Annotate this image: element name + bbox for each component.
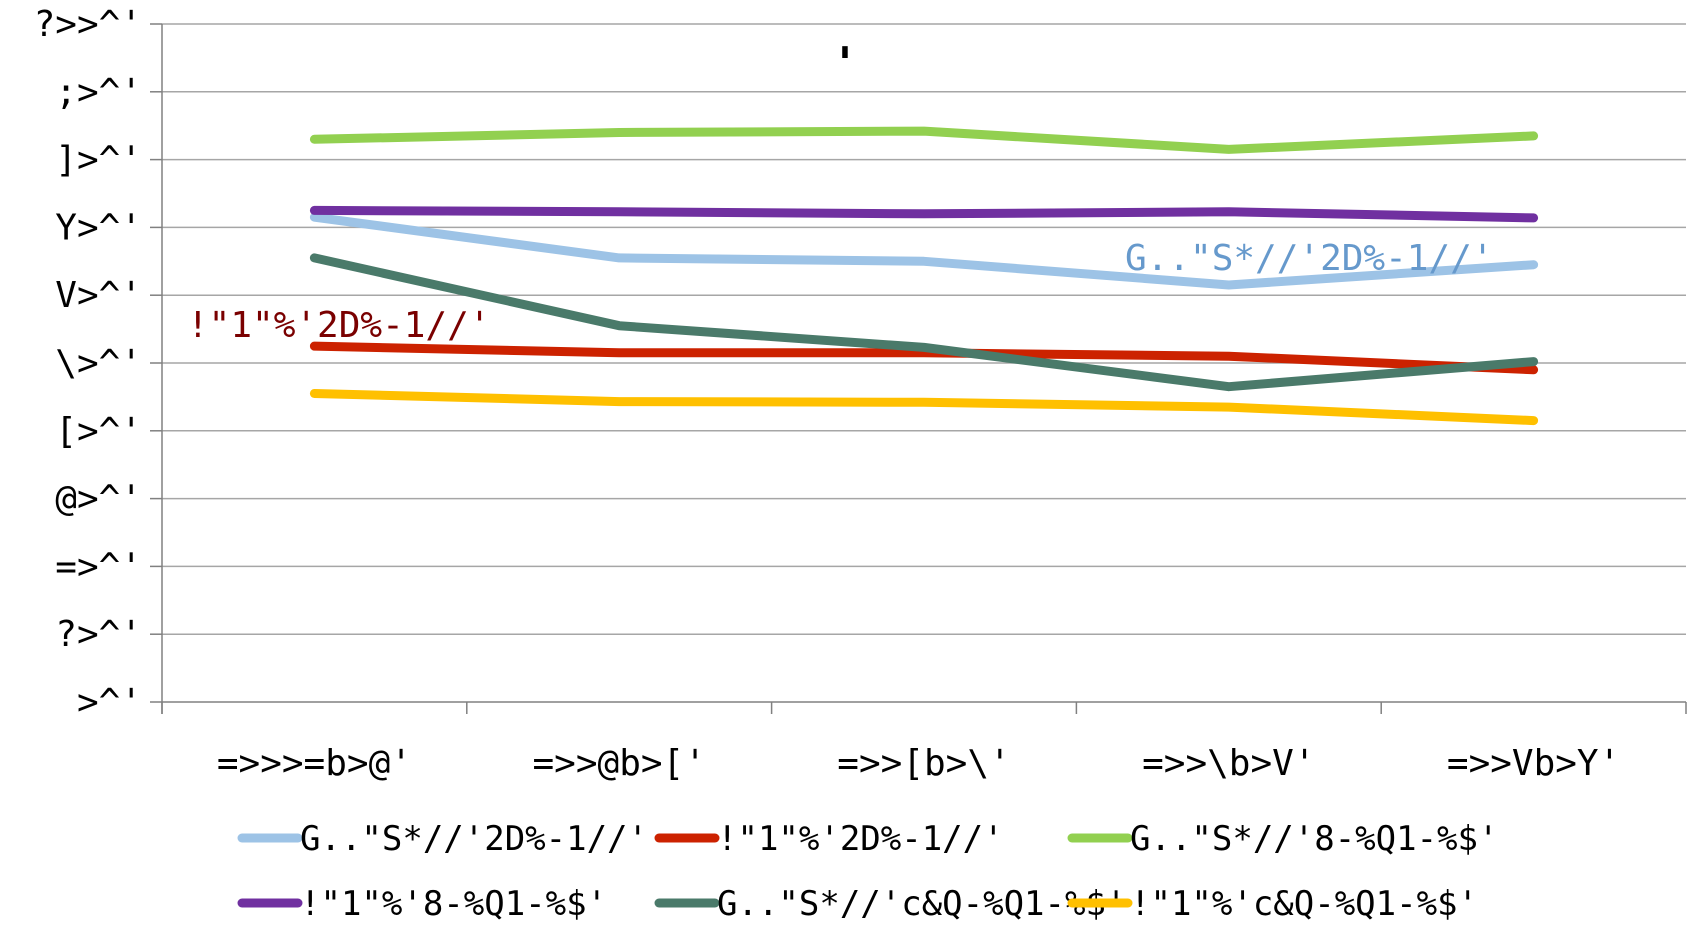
chart-title: ': [832, 38, 859, 89]
y-tick-label: >^': [77, 682, 142, 723]
legend-label: !"1"%'8-%Q1-%$': [300, 884, 607, 924]
y-tick-label: ?>^': [55, 614, 142, 655]
legend-label: G.."S*//'c&Q-%Q1-%$': [717, 884, 1126, 924]
series-line: [309, 341, 1539, 375]
legend-label: !"1"%'c&Q-%Q1-%$': [1130, 884, 1478, 924]
series-annotation: G.."S*//'2D%-1//': [1125, 238, 1493, 279]
y-tick-label: ?>>^': [34, 4, 142, 45]
legend-label: G.."S*//'8-%Q1-%$': [1130, 819, 1498, 859]
y-tick-label: \>^': [55, 343, 142, 384]
y-tick-label: =>^': [55, 546, 142, 587]
series-line: [309, 126, 1539, 154]
legend-label: G.."S*//'2D%-1//': [300, 819, 648, 859]
x-tick-label: =>>\b>V': [1142, 743, 1315, 784]
series-line: [309, 212, 1539, 290]
series-annotation: !"1"%'2D%-1//': [187, 305, 490, 346]
series-lines: [309, 126, 1539, 426]
x-tick-label: =>>Vb>Y': [1447, 743, 1620, 784]
x-tick-label: =>>[b>\': [837, 743, 1010, 784]
x-tick-label: =>>>=b>@': [217, 743, 412, 784]
axes: [150, 23, 1687, 714]
legend: G.."S*//'2D%-1//' !"1"%'2D%-1//' G.."S*//'…: [237, 819, 1498, 924]
y-tick-label: @>^': [55, 479, 142, 520]
y-tick-label: V>^': [55, 275, 142, 316]
series-line: [309, 389, 1539, 426]
legend-label: !"1"%'2D%-1//': [717, 819, 1004, 859]
y-tick-label: Y>^': [55, 207, 142, 248]
y-tick-label: ]>^': [55, 140, 142, 181]
x-tick-label: =>>@b>[': [533, 743, 706, 784]
y-tick-label: [>^': [55, 411, 142, 452]
series-line: [309, 253, 1539, 392]
x-axis-tick-labels: =>>>=b>@' =>>@b>[' =>>[b>\' =>>\b>V' =>>Vb>Y…: [217, 743, 1620, 784]
y-tick-label: ;>^': [55, 72, 142, 113]
y-axis-tick-labels: >^' ?>^' =>^' @>^' [>^' \>^' V>^' Y>^' ]>^' ;>^'?…: [34, 4, 142, 723]
annotations: G.."S*//'2D%-1//' !"1"%'2D%-1//': [187, 238, 1493, 346]
series-line: [309, 205, 1539, 223]
